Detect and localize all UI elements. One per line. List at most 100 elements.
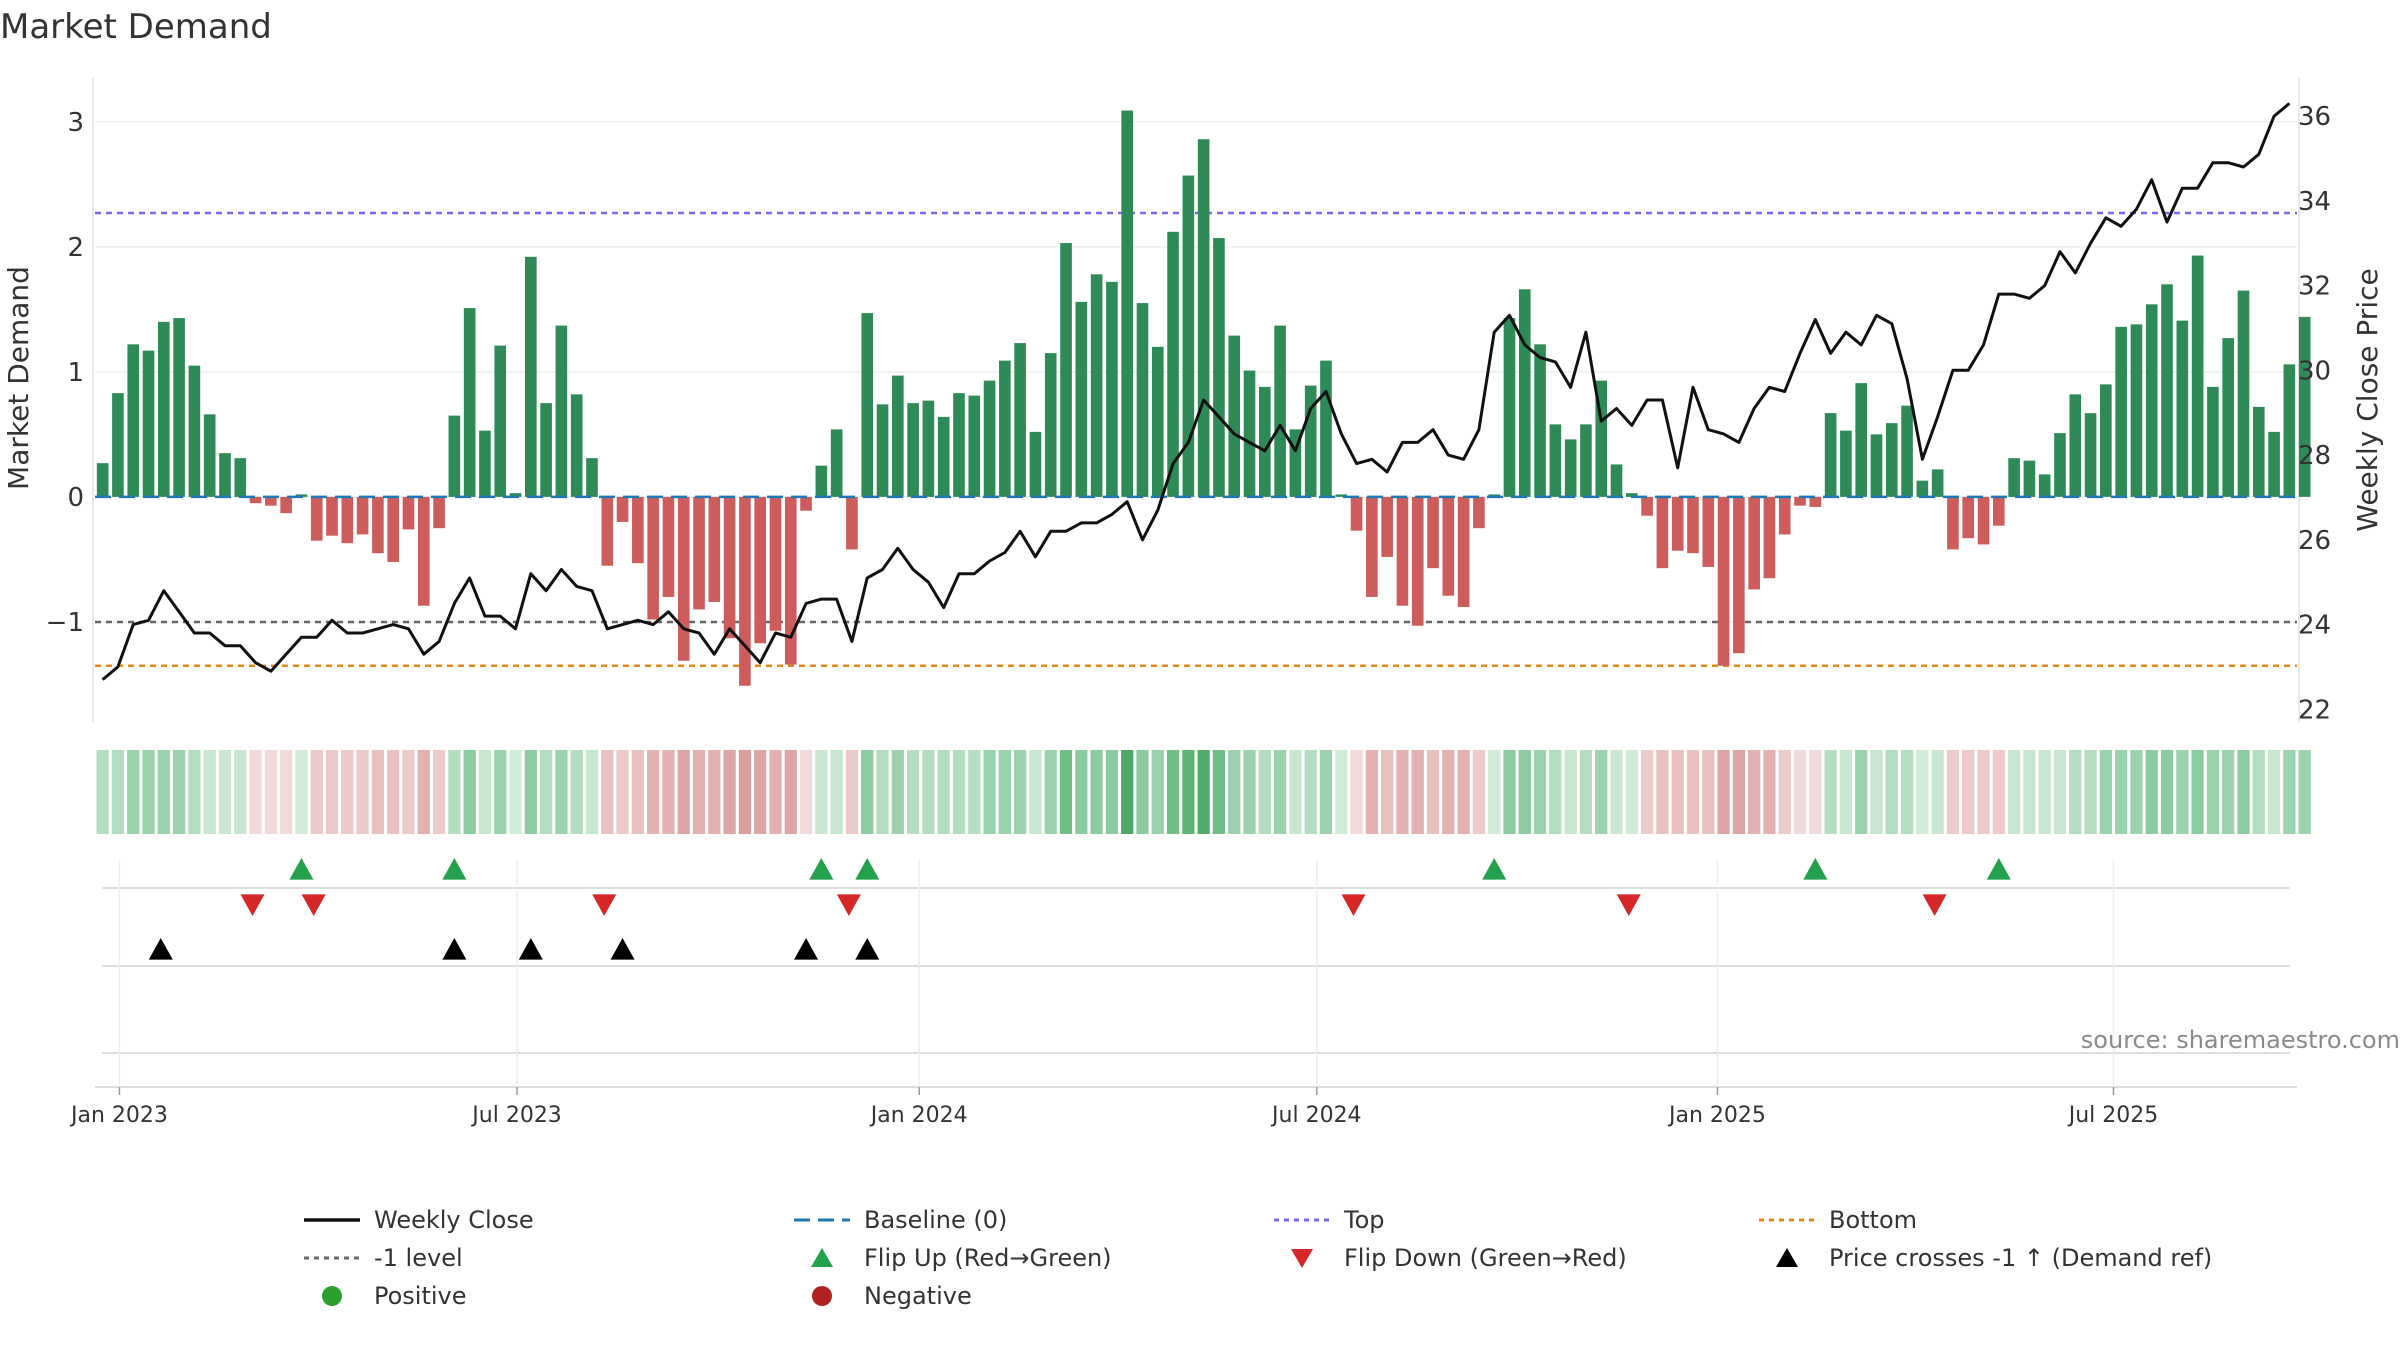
heat-strip-cell xyxy=(937,750,950,834)
negative-demand-bar xyxy=(1473,496,1485,529)
heat-strip-cell xyxy=(1640,750,1654,834)
positive-demand-bar xyxy=(540,403,552,497)
negative-demand-bar xyxy=(1778,496,1791,535)
heat-strip-cell xyxy=(2298,750,2311,834)
legend: Weekly Close Baseline (0) Top Bottom -1 leve… xyxy=(300,1206,2280,1310)
legend-symbol xyxy=(1274,1218,1330,1222)
legend-label: Positive xyxy=(374,1282,467,1310)
positive-demand-bar xyxy=(127,344,140,497)
heat-strip-cell xyxy=(1625,750,1638,834)
legend-symbol xyxy=(794,1218,850,1222)
x-tick-label: Jan 2025 xyxy=(1667,1103,1766,1128)
heat-strip-cell xyxy=(2222,750,2235,834)
negative-demand-bar xyxy=(1717,496,1730,666)
heat-strip-cell xyxy=(1778,750,1791,834)
heat-strip-cell xyxy=(1442,750,1455,834)
positive-demand-bar xyxy=(2054,433,2066,497)
heat-strip-cell xyxy=(1595,750,1608,834)
negative-demand-bar xyxy=(1947,496,1959,550)
heat-strip-cell xyxy=(1671,750,1684,834)
heat-strip-cell xyxy=(2038,750,2051,834)
positive-demand-bar xyxy=(234,458,247,497)
positive-demand-bar xyxy=(1518,289,1531,497)
heat-strip-cell xyxy=(1533,750,1547,834)
negative-demand-bar xyxy=(1442,496,1455,596)
heat-strip-cell xyxy=(1335,750,1348,834)
heat-strip-cell xyxy=(754,750,767,834)
chart-title: Market Demand xyxy=(0,7,272,47)
negative-demand-bar xyxy=(754,496,766,644)
positive-demand-bar xyxy=(1488,494,1500,497)
heat-strip-cell xyxy=(371,750,385,834)
heat-strip-cell xyxy=(585,750,599,834)
heat-strip-cell xyxy=(188,750,201,834)
positive-demand-bar xyxy=(907,403,919,497)
legend-label: Price crosses -1 ↑ (Demand ref) xyxy=(1829,1244,2213,1272)
heat-strip-cell xyxy=(1396,750,1409,834)
heat-strip-cell xyxy=(1900,750,1914,834)
heat-strip-cell xyxy=(983,750,996,834)
positive-demand-bar xyxy=(2100,384,2112,497)
positive-demand-bar xyxy=(2207,386,2219,497)
legend-label: Bottom xyxy=(1829,1206,1918,1234)
heat-strip-cell xyxy=(1212,750,1226,834)
heat-strip-cell xyxy=(1518,750,1531,834)
positive-demand-bar xyxy=(1106,281,1118,497)
heat-strip-cell xyxy=(830,750,843,834)
positive-demand-bar xyxy=(2023,460,2036,497)
positive-demand-bar xyxy=(2237,290,2250,497)
left-tick-label: 2 xyxy=(67,233,84,263)
legend-symbol xyxy=(304,1218,360,1222)
heat-strip-cell xyxy=(1090,750,1103,834)
legend-label: Baseline (0) xyxy=(864,1206,1008,1234)
legend-label: Flip Up (Red→Green) xyxy=(864,1244,1112,1272)
heat-strip-cell xyxy=(1319,750,1333,834)
flip-up-marker xyxy=(442,858,467,880)
heat-strip-cell xyxy=(1411,750,1424,834)
positive-demand-bar xyxy=(2191,255,2204,497)
negative-demand-bar xyxy=(280,496,292,514)
positive-demand-bar xyxy=(983,380,996,497)
heat-strip-cell xyxy=(1365,750,1378,834)
negative-demand-bar xyxy=(846,496,858,550)
heat-strip-cell xyxy=(1748,750,1761,834)
heat-strip-cell xyxy=(631,750,644,834)
heat-strip-cell xyxy=(616,750,629,834)
heat-strip-cell xyxy=(2206,750,2220,834)
legend-label: Top xyxy=(1344,1206,1385,1234)
legend-symbol xyxy=(304,1256,360,1260)
price-cross-marker xyxy=(855,938,880,960)
demand-bars xyxy=(95,110,2311,686)
heat-strip-cell xyxy=(1350,750,1363,834)
positive-demand-bar xyxy=(586,458,598,497)
right-tick-label: 24 xyxy=(2298,611,2331,641)
heat-strip-cell xyxy=(1029,750,1042,834)
positive-demand-bar xyxy=(1075,301,1088,497)
heat-strip-cell xyxy=(1809,750,1822,834)
flip-down-marker xyxy=(836,894,861,916)
heat-strip-cell xyxy=(1273,750,1287,834)
positive-demand-bar xyxy=(1182,175,1195,497)
positive-demand-bar xyxy=(876,404,889,497)
heat-strip-cell xyxy=(509,750,522,834)
heat-strip-cell xyxy=(952,750,966,834)
positive-demand-bar xyxy=(1931,469,1944,497)
negative-demand-bar xyxy=(387,496,399,562)
x-tick-label: Jan 2023 xyxy=(69,1103,168,1128)
legend-dot xyxy=(322,1286,342,1306)
negative-demand-bar xyxy=(601,496,614,566)
legend-tri-up xyxy=(811,1248,833,1267)
negative-demand-bar xyxy=(372,496,384,554)
flip-up-marker xyxy=(289,858,314,880)
positive-demand-bar xyxy=(158,321,170,497)
heat-strip-cell xyxy=(1793,750,1807,834)
heat-strip-cell xyxy=(2069,750,2082,834)
positive-demand-bar xyxy=(1304,385,1317,497)
x-tick-label: Jul 2024 xyxy=(1270,1103,1362,1128)
heat-strip-cell xyxy=(2007,750,2021,834)
legend-item: Price crosses -1 ↑ (Demand ref) xyxy=(1755,1244,2212,1272)
positive-demand-bar xyxy=(2084,413,2097,497)
positive-demand-bar xyxy=(1213,238,1225,497)
heat-strip-cell xyxy=(1992,750,2005,834)
heat-strip-cell xyxy=(325,750,339,834)
